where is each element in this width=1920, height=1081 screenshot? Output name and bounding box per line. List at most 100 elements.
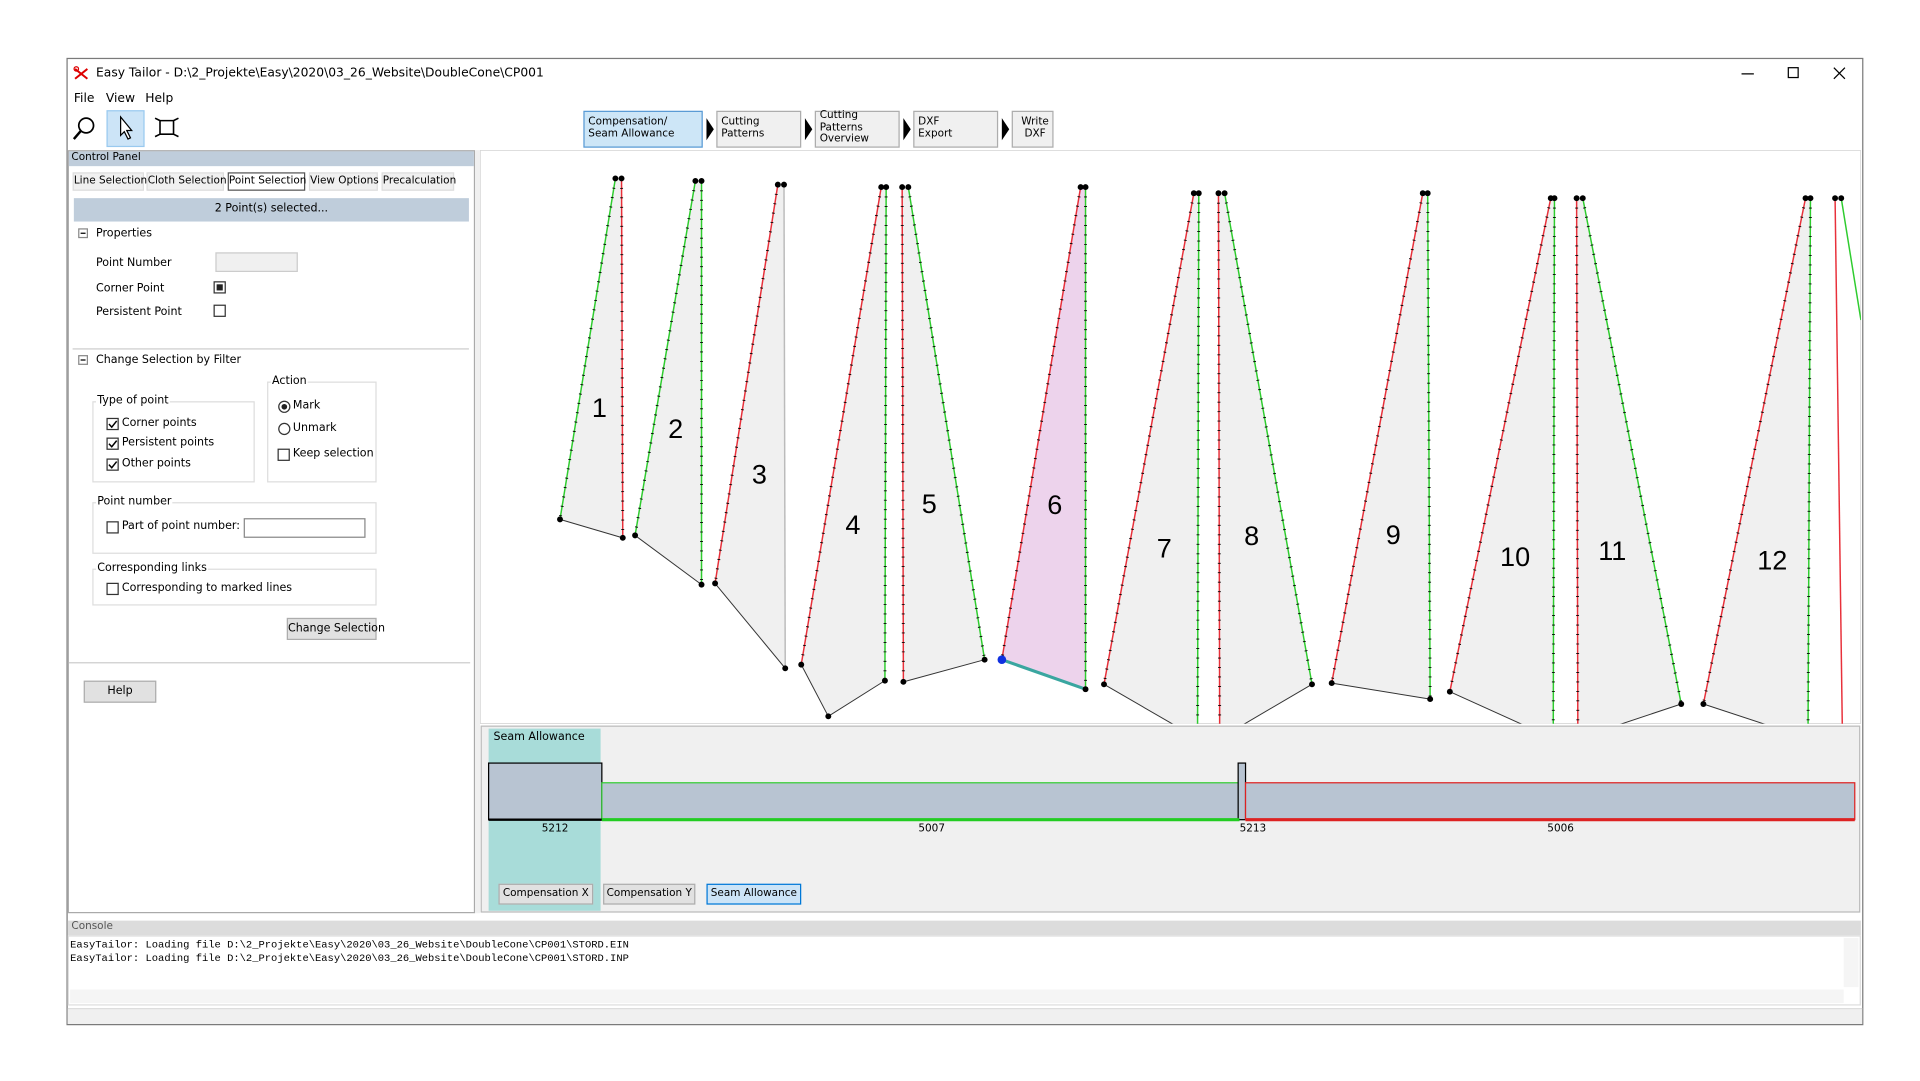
corner-point xyxy=(825,713,831,719)
change-selection-button[interactable]: Change Selection xyxy=(287,618,377,640)
corner-point xyxy=(1838,195,1844,201)
group-title: Type of point xyxy=(96,395,170,407)
field-label: Point Number xyxy=(96,257,172,269)
workflow-label: Write DXF xyxy=(1017,117,1054,140)
option-label[interactable]: Corresponding to marked lines xyxy=(122,582,292,594)
segment-label: 5212 xyxy=(542,822,569,834)
separator xyxy=(69,662,470,663)
corner-point xyxy=(1196,190,1202,196)
console-line: EasyTailor: Loading file D:\2_Projekte\E… xyxy=(70,939,629,951)
corner-point xyxy=(1329,680,1335,686)
option-label[interactable]: Corner points xyxy=(122,417,197,429)
section-title: Properties xyxy=(96,228,152,240)
console-title: Console xyxy=(71,921,113,933)
pattern-label: 3 xyxy=(752,458,767,489)
seam-segment xyxy=(489,763,602,820)
workflow-label: DXF Export xyxy=(918,117,1004,140)
group-title: Action xyxy=(271,375,308,387)
zoom-tool xyxy=(74,130,81,139)
corner-point xyxy=(620,535,626,541)
console-titlebar xyxy=(68,921,1861,936)
option-label[interactable]: Part of point number: xyxy=(122,521,240,533)
menu-item[interactable]: File xyxy=(74,92,95,106)
corner-point-checkbox xyxy=(217,284,223,290)
segment-label: 5006 xyxy=(1547,822,1574,834)
corner-point xyxy=(1309,681,1315,687)
option-label[interactable]: Unmark xyxy=(293,422,337,434)
pattern-label: 4 xyxy=(845,509,860,540)
corner-point xyxy=(1083,184,1089,190)
corner-point xyxy=(905,184,911,190)
persistent-point-checkbox xyxy=(214,305,225,316)
field-label: Persistent Point xyxy=(96,306,182,318)
maximize-button xyxy=(1788,68,1798,78)
corner-point xyxy=(900,679,906,685)
workflow-arrow xyxy=(706,118,713,140)
workflow-label: Cutting Patterns Overview xyxy=(820,111,906,146)
seam-panel-title: Seam Allowance xyxy=(494,730,585,743)
close-button xyxy=(1834,68,1845,79)
panel-title: Control Panel xyxy=(71,151,140,163)
corner-point xyxy=(1222,190,1228,196)
option-label[interactable]: Keep selection xyxy=(293,448,374,460)
console-vscroll[interactable] xyxy=(1844,938,1859,987)
pattern-label: 11 xyxy=(1598,535,1626,566)
pattern-label: 10 xyxy=(1500,541,1530,572)
seam-mode-button[interactable]: Seam Allowance xyxy=(706,884,801,905)
app-icon xyxy=(75,69,87,79)
segment-label: 5007 xyxy=(918,822,945,834)
corner-point xyxy=(1700,701,1706,707)
pattern-label: 7 xyxy=(1157,532,1172,563)
point-number-filter-input[interactable] xyxy=(244,518,366,538)
seam-segment xyxy=(1246,783,1855,820)
pattern-label: 8 xyxy=(1244,520,1259,551)
console-hscroll[interactable] xyxy=(70,990,1844,1004)
corner-point xyxy=(781,182,787,188)
pattern-label: 12 xyxy=(1757,545,1787,576)
corner-point xyxy=(1425,190,1431,196)
help-button[interactable]: Help xyxy=(84,681,157,703)
separator xyxy=(73,348,469,349)
option-label[interactable]: Persistent points xyxy=(122,437,214,449)
corner-point xyxy=(775,182,781,188)
menu-item[interactable]: View xyxy=(106,92,135,106)
corner-point xyxy=(557,516,563,522)
corner-point xyxy=(699,582,705,588)
corner-point xyxy=(1427,696,1433,702)
workflow-label: Cutting Patterns xyxy=(721,117,807,140)
corner-point xyxy=(692,178,698,184)
option-label[interactable]: Other points xyxy=(122,458,191,470)
pattern-label: 5 xyxy=(922,488,937,519)
pattern-label: 2 xyxy=(668,413,683,444)
selected-point xyxy=(998,655,1007,664)
corner-point xyxy=(1678,701,1684,707)
fit-tool xyxy=(155,118,178,136)
corner-point xyxy=(1552,195,1558,201)
status-bar xyxy=(68,1008,1862,1024)
corner-point xyxy=(883,184,889,190)
group-title: Corresponding links xyxy=(96,562,208,574)
corner-point xyxy=(1083,686,1089,692)
option-label[interactable]: Mark xyxy=(293,400,320,412)
seam-mode-button[interactable]: Compensation Y xyxy=(603,884,695,905)
field-label: Corner Point xyxy=(96,283,164,295)
point-number-input[interactable] xyxy=(215,252,297,272)
pattern-label: 6 xyxy=(1047,489,1062,520)
menu-item[interactable]: Help xyxy=(145,92,173,106)
corner-point xyxy=(1216,190,1222,196)
corner-point xyxy=(1574,195,1580,201)
segment-label: 5213 xyxy=(1240,822,1267,834)
corner-point xyxy=(882,678,888,684)
seam-segment xyxy=(602,783,1240,820)
corner-point xyxy=(1580,195,1586,201)
group-title: Point number xyxy=(96,496,173,508)
corner-point xyxy=(899,184,905,190)
corner-point xyxy=(632,532,638,538)
corner-point xyxy=(1808,195,1814,201)
seam-mode-button[interactable]: Compensation X xyxy=(498,884,593,905)
corner-point xyxy=(699,178,705,184)
corner-point xyxy=(798,662,804,668)
section-title: Change Selection by Filter xyxy=(96,354,241,366)
corner-point xyxy=(712,580,718,586)
